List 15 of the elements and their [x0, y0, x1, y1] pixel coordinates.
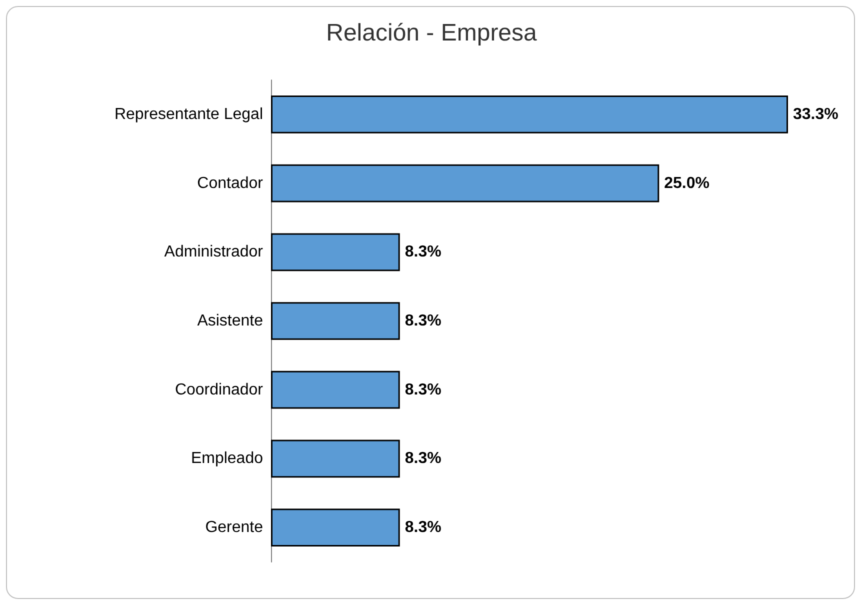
chart-title: Relación - Empresa — [326, 20, 538, 46]
y-tick-label: Contador — [197, 174, 264, 192]
y-tick-label: Asistente — [197, 312, 264, 330]
data-label: 8.3% — [404, 312, 442, 330]
data-label: 8.3% — [404, 381, 442, 398]
y-tick-label: Empleado — [190, 450, 264, 468]
y-tick-label: Administrador — [164, 244, 264, 261]
data-label: 33.3% — [793, 106, 838, 123]
data-label: 8.3% — [404, 519, 442, 536]
data-label: 8.3% — [404, 244, 442, 261]
y-tick-label: Coordinador — [174, 381, 264, 398]
data-label: 8.3% — [404, 450, 442, 468]
y-tick-label: Gerente — [205, 519, 264, 536]
data-label: 25.0% — [664, 174, 710, 192]
y-tick-label: Representante Legal — [114, 106, 263, 123]
